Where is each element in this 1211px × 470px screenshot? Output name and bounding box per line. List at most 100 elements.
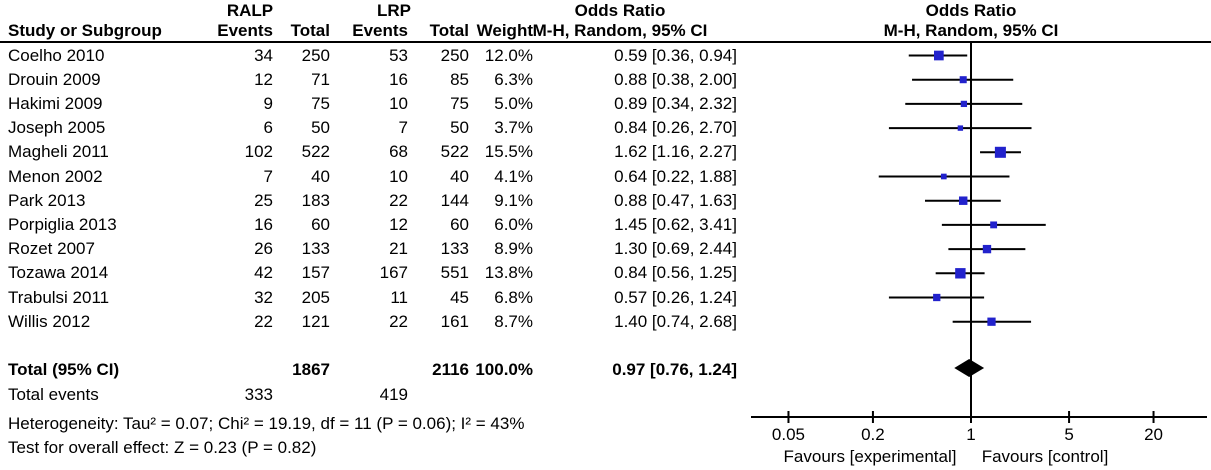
effect-size-marker: [934, 50, 944, 61]
ralp-events-value: 22: [254, 311, 273, 331]
effect-size-marker: [958, 196, 968, 205]
lrp-total-value: 50: [450, 118, 469, 138]
ralp-total-value: 250: [301, 45, 330, 65]
study-name: Park 2013: [8, 190, 86, 210]
overall-effect-test: Test for overall effect: Z = 0.23 (P = 0…: [8, 438, 317, 457]
lrp-total-value: 40: [450, 166, 469, 186]
ralp-total-value: 60: [311, 214, 330, 234]
lrp-total-value: 522: [440, 142, 469, 162]
lrp-total-value: 250: [440, 45, 469, 65]
col-header-lrp-events: Events: [352, 21, 408, 40]
plot-header-method: M-H, Random, 95% CI: [883, 21, 1059, 40]
study-name: Joseph 2005: [8, 118, 106, 138]
ralp-total-value: 75: [311, 93, 330, 113]
weight-value: 8.9%: [494, 239, 533, 259]
study-name: Willis 2012: [8, 311, 91, 331]
lrp-events-value: 22: [389, 190, 408, 210]
effect-size-marker: [959, 76, 967, 84]
study-name: Porpiglia 2013: [8, 214, 117, 234]
summary-diamond: [954, 359, 985, 377]
ralp-total-value: 71: [311, 69, 330, 89]
total-row-label: Total (95% CI): [8, 360, 120, 379]
effect-size-marker: [955, 268, 966, 279]
weight-value: 13.8%: [484, 263, 533, 283]
odds-ratio-ci-text: 1.30 [0.69, 2.44]: [614, 239, 737, 259]
lrp-total-value: 144: [440, 190, 469, 210]
odds-ratio-ci-text: 0.84 [0.56, 1.25]: [614, 263, 737, 283]
ralp-events-value: 16: [254, 214, 273, 234]
odds-ratio-ci-text: 0.84 [0.26, 2.70]: [614, 118, 737, 138]
weight-value: 12.0%: [484, 45, 533, 65]
weight-value: 6.0%: [494, 214, 533, 234]
weight-value: 4.1%: [494, 166, 533, 186]
weight-value: 6.3%: [494, 69, 533, 89]
heterogeneity-stats: Heterogeneity: Tau² = 0.07; Chi² = 19.19…: [8, 414, 525, 433]
ralp-events-value: 25: [254, 190, 273, 210]
ralp-events-value: 9: [263, 93, 273, 113]
lrp-events-value: 10: [389, 93, 408, 113]
weight-value: 8.7%: [494, 311, 533, 331]
effect-size-marker: [960, 100, 968, 108]
axis-tick-label: 20: [1144, 425, 1163, 444]
col-header-study: Study or Subgroup: [8, 21, 162, 40]
lrp-events-value: 167: [379, 263, 408, 283]
total-ralp-n: 1867: [292, 360, 330, 379]
ralp-total-value: 121: [301, 311, 330, 331]
axis-tick-label: 0.2: [861, 425, 885, 444]
ralp-total-value: 133: [301, 239, 330, 259]
study-name: Rozet 2007: [8, 239, 95, 259]
odds-ratio-ci-text: 0.57 [0.26, 1.24]: [614, 287, 737, 307]
effect-size-marker: [994, 146, 1006, 158]
effect-size-marker: [982, 244, 992, 254]
lrp-total-value: 133: [440, 239, 469, 259]
ralp-events-value: 102: [244, 142, 273, 162]
total-events-lrp: 419: [379, 385, 408, 404]
axis-tick-label: 1: [966, 425, 976, 444]
lrp-events-value: 68: [389, 142, 408, 162]
group2-header: LRP: [377, 1, 411, 20]
lrp-total-value: 551: [440, 263, 469, 283]
odds-ratio-ci-text: 0.59 [0.36, 0.94]: [614, 45, 737, 65]
lrp-events-value: 16: [389, 69, 408, 89]
ralp-total-value: 205: [301, 287, 330, 307]
or-text-header-method: M-H, Random, 95% CI: [532, 21, 708, 40]
study-name: Tozawa 2014: [8, 263, 109, 283]
group1-header: RALP: [226, 1, 274, 20]
total-odds-ratio-ci-text: 0.97 [0.76, 1.24]: [612, 360, 737, 379]
lrp-total-value: 75: [450, 93, 469, 113]
effect-size-marker: [933, 293, 941, 302]
lrp-events-value: 12: [389, 214, 408, 234]
weight-value: 15.5%: [484, 142, 533, 162]
study-name: Coelho 2010: [8, 45, 105, 65]
favours-control-label: Favours [control]: [981, 447, 1109, 466]
study-name: Hakimi 2009: [8, 93, 103, 113]
study-name: Magheli 2011: [8, 142, 109, 162]
odds-ratio-ci-text: 0.64 [0.22, 1.88]: [614, 166, 737, 186]
total-weight: 100.0%: [475, 360, 533, 379]
lrp-total-value: 161: [440, 311, 469, 331]
effect-size-marker: [957, 125, 964, 131]
col-header-ralp-events: Events: [217, 21, 273, 40]
total-events-ralp: 333: [244, 385, 273, 404]
col-header-ralp-total: Total: [290, 21, 330, 40]
ralp-total-value: 157: [301, 263, 330, 283]
lrp-total-value: 45: [450, 287, 469, 307]
study-name: Menon 2002: [8, 166, 103, 186]
study-name: Trabulsi 2011: [8, 287, 110, 307]
ralp-events-value: 12: [254, 69, 273, 89]
effect-size-marker: [940, 173, 947, 180]
lrp-events-value: 7: [398, 118, 408, 138]
total-events-label: Total events: [8, 385, 99, 404]
lrp-events-value: 10: [389, 166, 408, 186]
ralp-events-value: 42: [254, 263, 273, 283]
weight-value: 9.1%: [494, 190, 533, 210]
ralp-events-value: 26: [254, 239, 273, 259]
axis-tick-label: 0.05: [771, 425, 805, 444]
ralp-total-value: 522: [301, 142, 330, 162]
odds-ratio-ci-text: 1.40 [0.74, 2.68]: [614, 311, 737, 331]
total-lrp-n: 2116: [432, 360, 469, 379]
col-header-lrp-total: Total: [429, 21, 469, 40]
favours-experimental-label: Favours [experimental]: [783, 447, 957, 466]
